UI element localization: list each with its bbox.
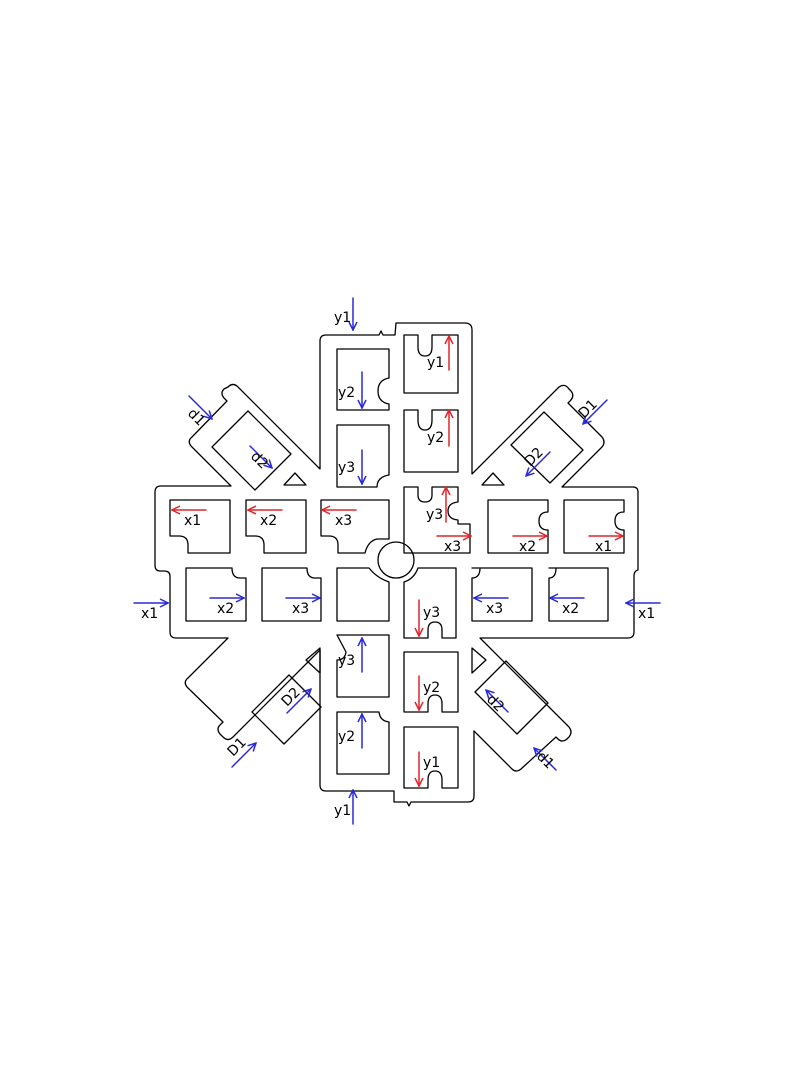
cell-top-right-1 xyxy=(403,334,459,394)
label-d2-bottom-right: d2 xyxy=(483,692,507,716)
label-x1-right-upper: x1 xyxy=(595,539,612,555)
cell-left-lower-1 xyxy=(185,567,247,622)
label-x1-right-outer: x1 xyxy=(638,606,655,622)
cell-bottom-right-1 xyxy=(403,651,459,713)
void-triangle-bottom-left xyxy=(305,647,321,674)
label-D2-top-right: D2 xyxy=(522,445,547,470)
label-x2-left-upper: x2 xyxy=(260,513,277,529)
center-hole xyxy=(377,541,415,579)
label-y3-bottom-right: y3 xyxy=(423,605,440,621)
label-d1-bottom-right: d1 xyxy=(533,749,557,773)
cell-left-3 xyxy=(320,499,390,554)
label-y1-bottom-right: y1 xyxy=(423,755,440,771)
cell-diag-bottom-left xyxy=(251,674,322,745)
label-y3-center-right: y3 xyxy=(426,507,443,523)
label-x1-left-outer: x1 xyxy=(141,606,158,622)
cell-left-1 xyxy=(169,499,231,554)
cell-top-right-2 xyxy=(403,409,459,473)
arrow-d1-bottom-right xyxy=(534,748,557,771)
cell-bottom-right-2 xyxy=(403,726,459,789)
cell-top-left-1 xyxy=(336,348,390,411)
cell-right-lower-1 xyxy=(548,567,609,622)
label-y3-top-left: y3 xyxy=(338,460,355,476)
cell-center-top-right xyxy=(403,486,471,554)
arrow-D2-top-right xyxy=(526,451,551,476)
label-x3-right-lower: x3 xyxy=(486,601,503,617)
profile-outer-outline xyxy=(154,322,639,807)
label-x1-left-upper: x1 xyxy=(184,513,201,529)
cell-right-2 xyxy=(487,499,549,554)
cell-diag-top-right xyxy=(510,411,584,484)
cell-right-1 xyxy=(563,499,625,554)
label-d2-top-left: d2 xyxy=(247,449,271,473)
red-arrows xyxy=(172,336,623,786)
label-y3-bottom-left: y3 xyxy=(338,653,355,669)
cell-top-left-2 xyxy=(336,424,390,488)
label-y2-top-right: y2 xyxy=(427,430,444,446)
void-triangle-bottom-right xyxy=(471,647,487,674)
arrow-D2-bottom-left xyxy=(286,689,311,714)
cell-left-2 xyxy=(245,499,307,554)
arrow-d2-top-left xyxy=(249,445,272,468)
cell-center-square xyxy=(336,567,390,622)
cell-right-lower-2 xyxy=(471,567,533,622)
label-y1-top-right: y1 xyxy=(427,355,444,371)
label-y2-bottom-right: y2 xyxy=(423,680,440,696)
cell-diag-bottom-right xyxy=(474,660,549,735)
cell-bottom-left-1 xyxy=(336,634,390,698)
label-x3-left-lower: x3 xyxy=(292,601,309,617)
arrow-d1-top-left xyxy=(188,395,212,419)
cell-left-lower-2 xyxy=(261,567,322,622)
label-y2-top-left: y2 xyxy=(338,385,355,401)
label-y2-bottom-left: y2 xyxy=(338,729,355,745)
void-triangle-top-right xyxy=(481,472,505,486)
label-x2-right-lower: x2 xyxy=(562,601,579,617)
label-x2-left-lower: x2 xyxy=(217,601,234,617)
label-d1-top-left: d1 xyxy=(184,406,208,430)
labels: y1 y2 y3 y1 y2 y3 x3 x2 x1 x1 x2 x3 x1 x… xyxy=(141,310,655,819)
arrow-d2-bottom-right xyxy=(486,690,509,713)
cell-bottom-left-2 xyxy=(336,711,390,775)
void-triangle-top-left xyxy=(283,472,307,486)
cell-center-bottom-right xyxy=(403,567,457,639)
arrow-D1-top-right xyxy=(583,399,608,424)
label-x2-right-upper: x2 xyxy=(519,539,536,555)
cell-diag-top-left xyxy=(211,410,292,491)
label-y1-top: y1 xyxy=(334,310,351,326)
label-D1-top-right: D1 xyxy=(576,397,601,422)
label-x3-left-upper: x3 xyxy=(335,513,352,529)
label-D1-bottom-left: D1 xyxy=(225,735,250,760)
arrow-D1-bottom-left xyxy=(231,743,256,768)
label-y1-bottom: y1 xyxy=(334,803,351,819)
label-x3-center-right: x3 xyxy=(444,539,461,555)
blue-arrows xyxy=(133,297,661,825)
